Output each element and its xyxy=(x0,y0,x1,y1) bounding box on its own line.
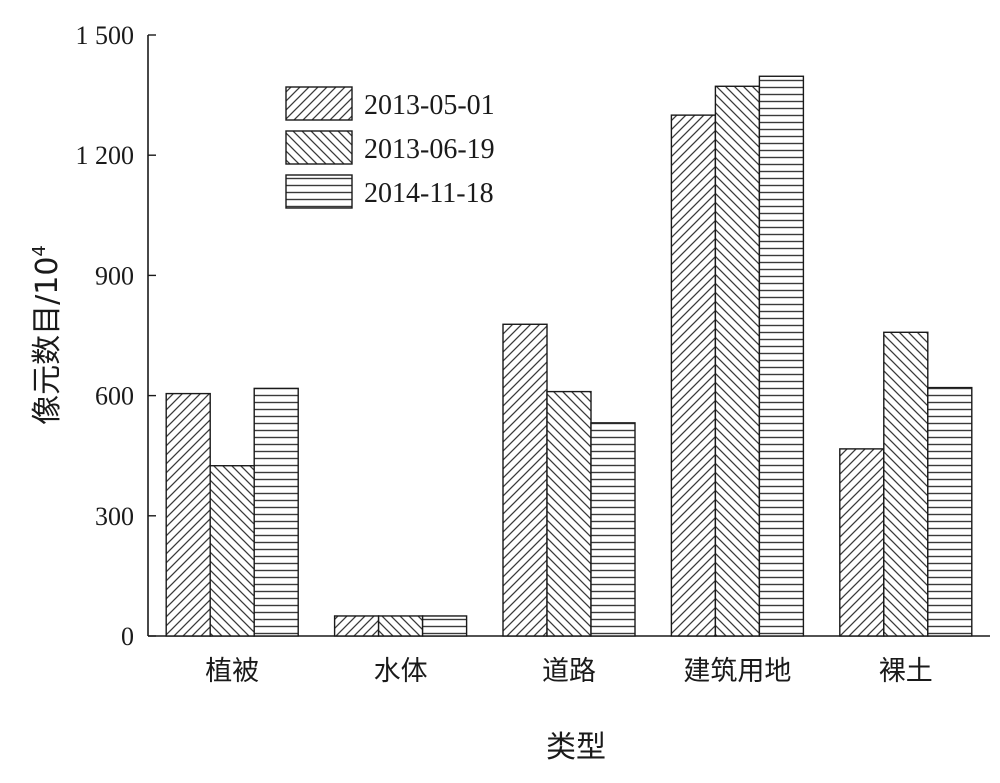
bar xyxy=(670,114,717,637)
legend-label: 2013-05-01 xyxy=(364,90,495,121)
x-tick-label: 建筑用地 xyxy=(683,656,791,687)
plot-area: 0 300 600 900 1 200 1 500 植被 水体 道路 建筑用地 裸土 xyxy=(76,21,990,687)
legend-swatch xyxy=(285,86,353,121)
y-tick-label: 300 xyxy=(95,502,134,531)
bar xyxy=(253,387,299,637)
bar xyxy=(883,331,929,637)
legend-swatch xyxy=(285,130,353,165)
y-axis-title: 像元数目/104 xyxy=(29,245,65,425)
x-axis-title: 类型 xyxy=(546,730,606,765)
bar xyxy=(758,75,805,637)
y-axis-title-superscript: 4 xyxy=(29,245,50,256)
bar xyxy=(421,615,468,637)
legend-label: 2014-11-18 xyxy=(364,178,494,209)
legend-swatch xyxy=(285,174,353,209)
bar xyxy=(590,422,636,637)
legend: 2013-05-01 2013-06-19 2014-11-18 xyxy=(285,86,495,209)
bar xyxy=(839,448,885,637)
bar xyxy=(377,615,424,637)
y-tick-label: 1 500 xyxy=(76,21,135,50)
bar xyxy=(333,615,380,637)
y-tick-label: 0 xyxy=(121,622,134,651)
bar xyxy=(502,323,548,637)
bar xyxy=(714,85,761,637)
bar xyxy=(546,390,592,637)
bar xyxy=(209,465,255,637)
bar xyxy=(927,386,973,637)
y-tick-label: 600 xyxy=(95,382,134,411)
legend-label: 2013-06-19 xyxy=(364,134,495,165)
bar xyxy=(165,392,211,637)
y-tick-label: 900 xyxy=(95,261,134,290)
y-tick-label: 1 200 xyxy=(76,141,135,170)
x-tick-label: 植被 xyxy=(205,656,259,687)
x-tick-label: 道路 xyxy=(542,656,596,687)
x-tick-label: 水体 xyxy=(374,656,428,687)
x-tick-label: 裸土 xyxy=(879,656,933,687)
y-axis-title-main: 像元数目/10 xyxy=(30,257,65,425)
